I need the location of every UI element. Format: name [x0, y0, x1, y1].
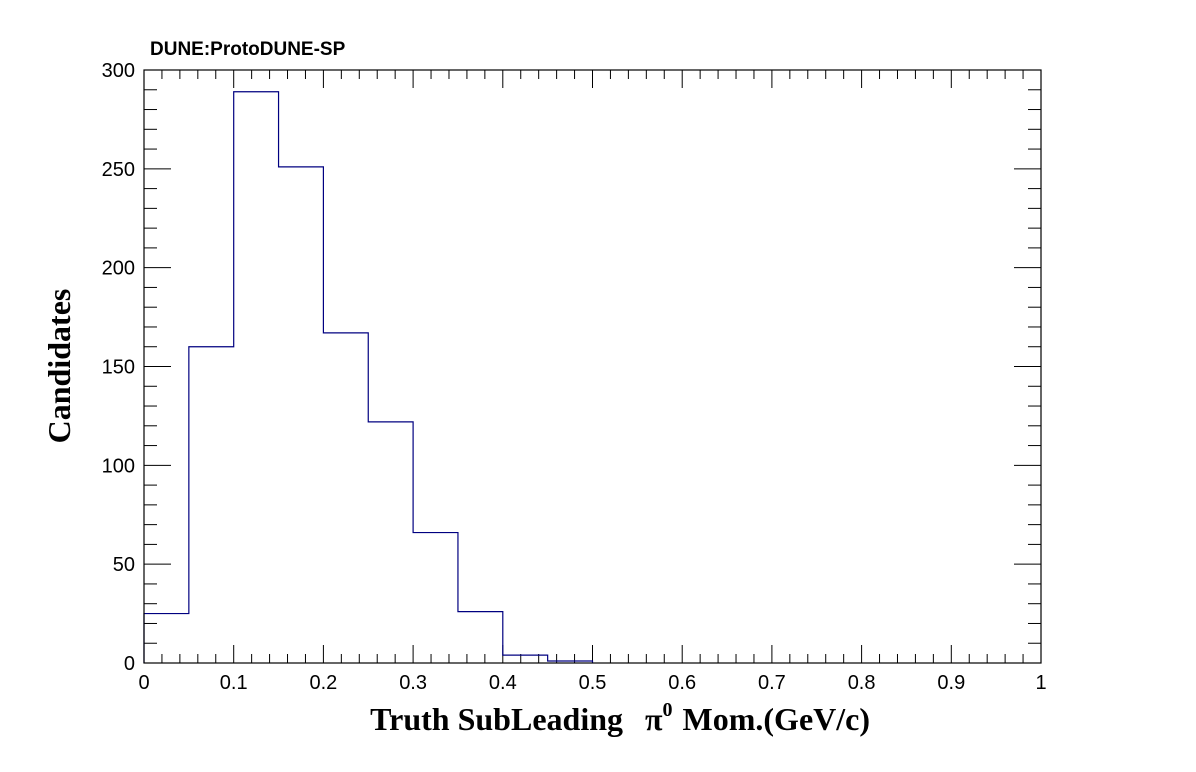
x-axis-title-prefix: Truth SubLeading — [370, 701, 623, 737]
x-tick-label: 0.9 — [937, 672, 965, 694]
x-tick-label: 0.1 — [220, 672, 248, 694]
x-tick-label: 0.5 — [579, 672, 607, 694]
y-tick-label: 250 — [102, 159, 135, 181]
y-tick-label: 50 — [113, 554, 135, 576]
y-axis-title: Candidates — [41, 289, 77, 444]
histogram-outline — [143, 91, 594, 663]
x-tick-label: 0.8 — [848, 672, 876, 694]
histogram-bin — [413, 533, 458, 663]
x-tick-labels: 0 0.1 0.2 0.3 0.4 0.5 0.6 0.7 0.8 0.9 1 — [138, 672, 1046, 694]
x-axis-title: Truth SubLeading π0 Mom.(GeV/c) — [370, 699, 870, 737]
histogram-bin — [503, 655, 548, 663]
histogram-bin — [458, 612, 503, 663]
y-tick-labels: 0 50 100 150 200 250 300 — [102, 60, 135, 675]
histogram-bin — [189, 347, 234, 663]
x-tick-label: 0 — [138, 672, 149, 694]
x-axis-title-symbol: π — [645, 701, 663, 737]
y-tick-label: 200 — [102, 258, 135, 280]
x-axis-title-suffix: Mom.(GeV/c) — [683, 701, 870, 737]
x-tick-label: 0.4 — [489, 672, 517, 694]
chart-title: DUNE:ProtoDUNE-SP — [150, 39, 346, 60]
histogram-bin — [368, 422, 413, 663]
histogram-bin — [234, 92, 279, 663]
x-tick-label: 0.3 — [399, 672, 427, 694]
x-axis-title-superscript: 0 — [663, 699, 673, 721]
histogram-bin — [323, 333, 368, 663]
histogram-bin — [279, 167, 324, 663]
y-tick-label: 100 — [102, 455, 135, 477]
y-tick-label: 0 — [124, 653, 135, 675]
x-tick-label: 0.7 — [758, 672, 786, 694]
histogram-bin — [144, 614, 189, 663]
plot-frame — [143, 69, 1042, 664]
y-tick-label: 300 — [102, 60, 135, 82]
x-tick-label: 1 — [1035, 672, 1046, 694]
x-tick-label: 0.2 — [309, 672, 337, 694]
x-tick-label: 0.6 — [668, 672, 696, 694]
y-tick-label: 150 — [102, 357, 135, 379]
